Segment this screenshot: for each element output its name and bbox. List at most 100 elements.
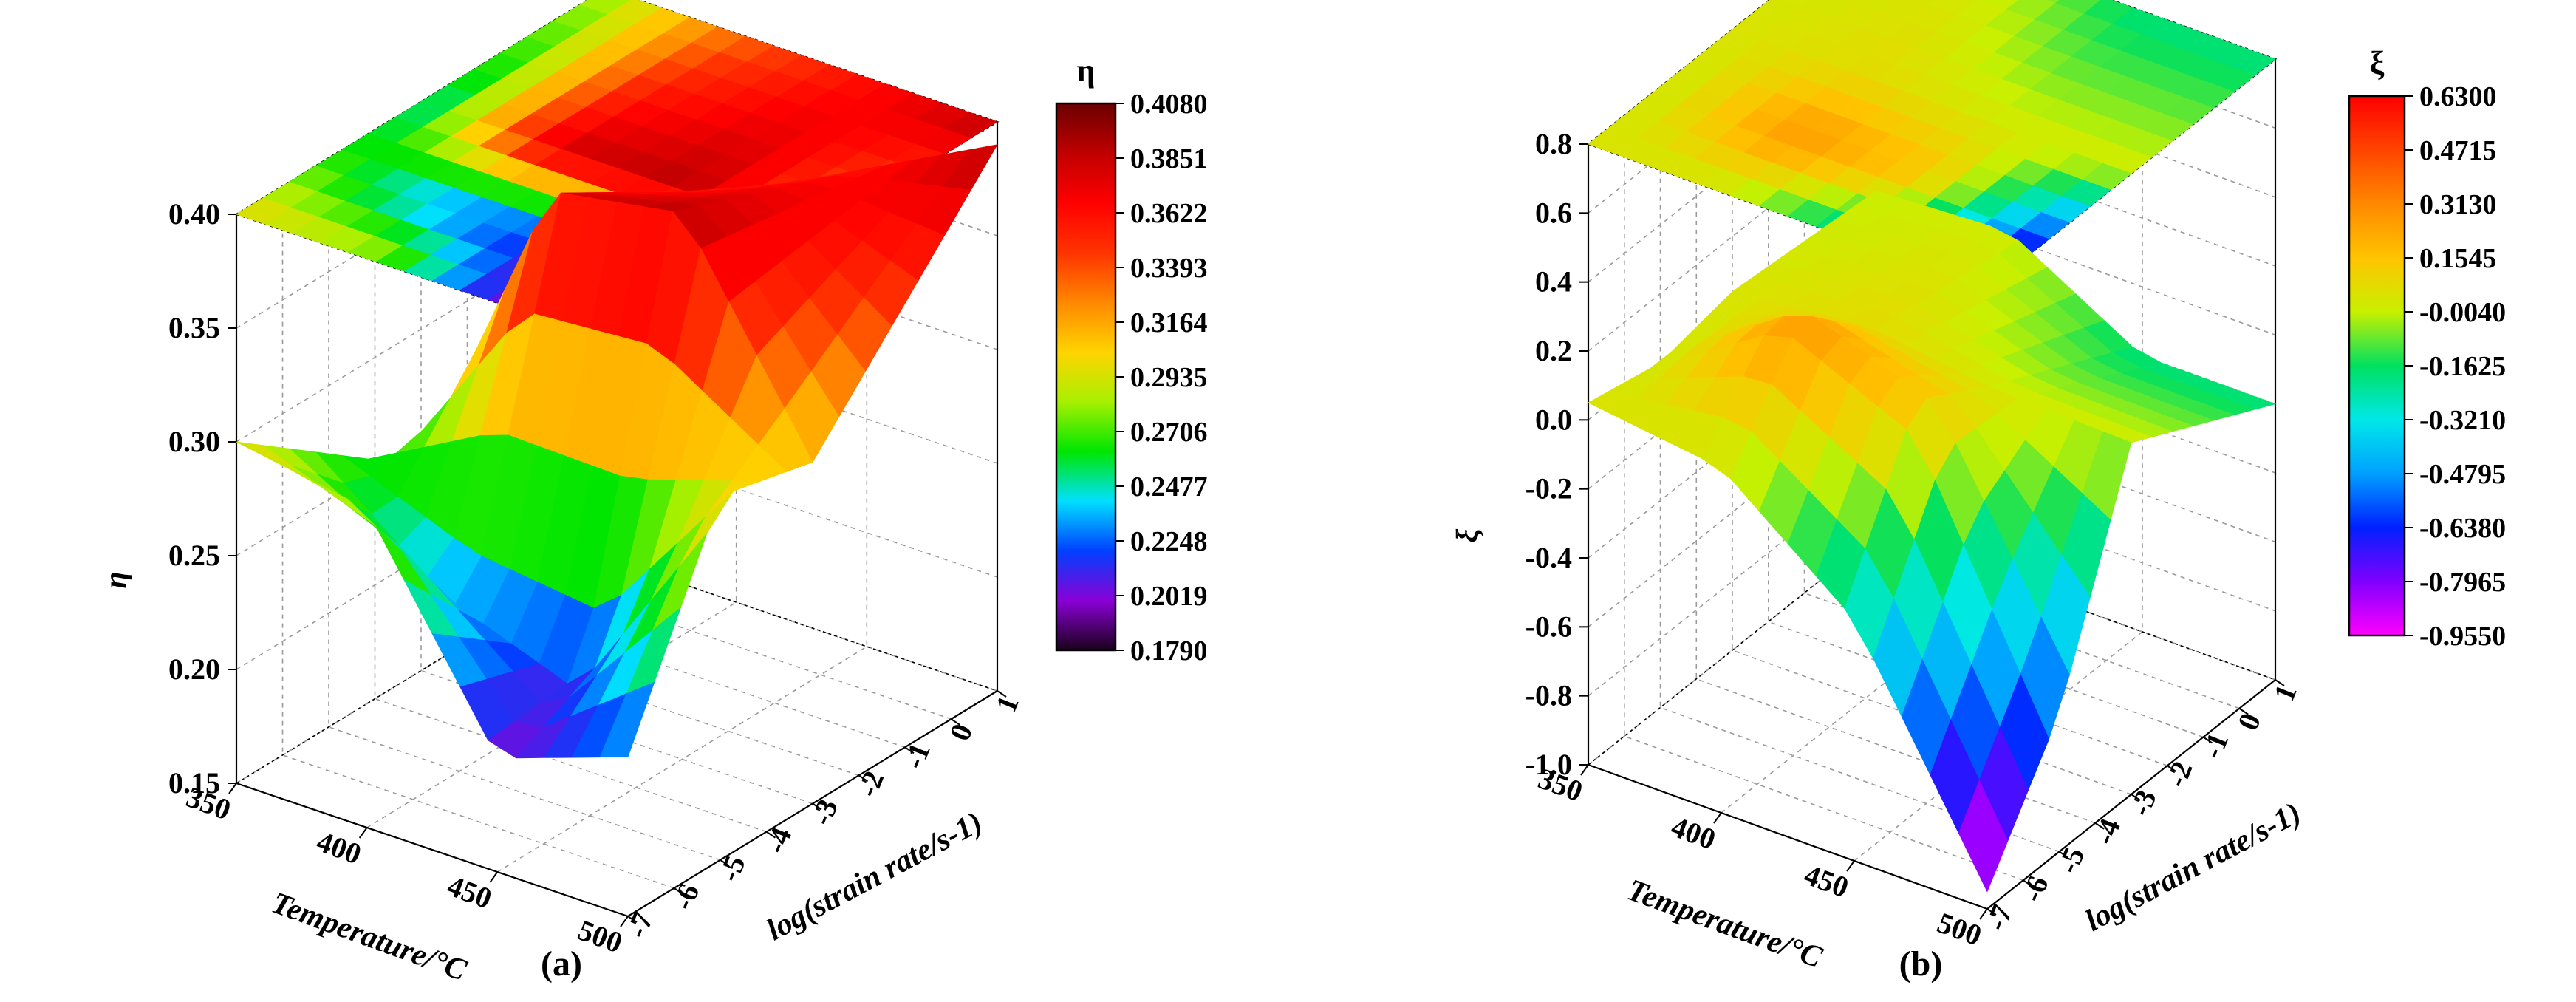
z-axis-label: η	[99, 571, 133, 588]
z-tick-label: -1.0	[1526, 748, 1572, 781]
colorbar-tick-label: -0.0040	[2419, 297, 2506, 328]
colorbar-title: ξ	[2370, 45, 2385, 81]
y-tick-label: 1	[2267, 680, 2303, 706]
x-axis-line	[1588, 763, 1988, 910]
surface-cell	[1958, 780, 2009, 893]
z-tick-label: -0.2	[1526, 472, 1572, 505]
grid-y	[281, 185, 674, 889]
x-tick	[1979, 908, 1988, 920]
colorbar-tick-label: 0.3622	[1130, 198, 1208, 229]
panel-b-label: (b)	[1899, 944, 1943, 984]
grid-z	[236, 216, 998, 443]
y-tick-label: -1	[2195, 728, 2235, 763]
z-tick-label: 0.4	[1535, 265, 1572, 299]
colorbar-tick-label: 0.1790	[1130, 635, 1208, 667]
z-tick-label: 0.2	[1535, 334, 1572, 367]
y-tick	[950, 718, 961, 726]
colorbar-tick-label: 0.6300	[2419, 81, 2497, 112]
panel-a-label: (a)	[541, 944, 582, 984]
x-tick	[1580, 764, 1589, 776]
y-tick-label: -3	[2123, 785, 2163, 821]
z-tick-labels: 0.15 0.20 0.25 0.30 0.35 0.40	[168, 197, 236, 800]
y-tick	[720, 859, 730, 867]
colorbar-tick-label: 0.4715	[2419, 135, 2497, 166]
colorbar-tick-label: -0.7965	[2419, 567, 2506, 598]
top-projection	[1588, 0, 2276, 289]
x-tick	[228, 783, 237, 794]
colorbar-scale	[2348, 95, 2406, 637]
z-tick-label: 0.15	[168, 766, 220, 800]
y-tick	[2167, 765, 2177, 773]
colorbar: η 0.4080 0.3851 0.3622 0.3393 0.3164 0.2935 0.2…	[1055, 52, 1208, 667]
y-tick-label: 1	[989, 691, 1025, 717]
z-tick-label: 0.35	[168, 311, 220, 344]
y-tick-label: -2	[850, 766, 890, 802]
y-tick	[2275, 679, 2285, 686]
y-tick-label: -4	[2087, 814, 2127, 849]
x-tick	[358, 827, 368, 839]
colorbar-tick-label: -0.1625	[2419, 351, 2506, 382]
y-tick-label: -6	[2015, 871, 2054, 907]
y-tick	[858, 774, 869, 783]
colorbar-tick-label: 0.3164	[1130, 307, 1208, 338]
y-tick	[2202, 736, 2213, 744]
colorbar-tick-label: 0.1545	[2419, 243, 2497, 274]
y-tick	[2094, 822, 2105, 830]
y-tick	[2131, 794, 2141, 801]
z-tick-label: -0.6	[1526, 610, 1572, 643]
y-tick	[904, 746, 915, 754]
colorbar-tick-label: 0.2019	[1130, 581, 1208, 612]
y-tick	[627, 916, 638, 923]
y-tick-label: 0	[2231, 709, 2267, 735]
colorbar-tick-label: 0.2477	[1130, 471, 1208, 502]
colorbar: ξ 0.6300 0.4715 0.3130 0.1545 -0.0040 -0.1625 -…	[2348, 45, 2506, 652]
x-axis-line	[236, 782, 629, 918]
x-axis-label: Temperature/°C	[1623, 873, 1828, 975]
y-tick-label: -7	[620, 907, 660, 943]
y-tick	[997, 690, 1007, 698]
y-axis-label: log(strain rate/s-1)	[2080, 796, 2306, 938]
x-tick	[1846, 860, 1855, 872]
z-tick-label: 0.20	[168, 652, 220, 686]
y-tick	[2058, 851, 2069, 859]
x-tick-label: 450	[1800, 858, 1854, 904]
colorbar-tick-label: 0.2935	[1130, 362, 1208, 393]
grid-z	[236, 443, 998, 670]
y-tick	[2023, 879, 2033, 887]
z-tick-label: 0.0	[1535, 403, 1572, 436]
y-tick-label: -6	[666, 879, 706, 914]
grid-x	[1854, 11, 2143, 862]
y-tick-label: -7	[1979, 900, 2019, 935]
z-tick-label: 0.30	[168, 425, 220, 458]
colorbar-tick-label: 0.2706	[1130, 417, 1208, 448]
x-tick-label: 450	[443, 869, 496, 916]
z-tick-label: 0.25	[168, 539, 220, 572]
panel-a-chart: 0.150.200.250.300.350.40η350400450500Tem…	[99, 0, 1208, 988]
grid-y	[374, 129, 767, 833]
y-tick-label: 0	[943, 719, 979, 745]
x-axis-label: Temperature/°C	[267, 886, 472, 988]
surface-cell	[599, 681, 655, 758]
colorbar-tick-label: -0.4795	[2419, 459, 2506, 490]
x-tick	[489, 871, 499, 883]
colorbar-tick-label: 0.3393	[1130, 253, 1208, 284]
colorbar-tick-label: 0.3130	[2419, 189, 2497, 220]
y-tick	[765, 831, 776, 839]
grid-y	[420, 101, 813, 805]
x-tick-label: 400	[1667, 810, 1721, 856]
y-tick-label: -5	[2051, 842, 2091, 878]
z-axis-label: ξ	[1451, 528, 1485, 542]
grid-x	[366, 33, 737, 828]
y-tick-label: -3	[804, 794, 844, 830]
y-tick-label: -4	[758, 822, 798, 858]
colorbar-scale	[1055, 102, 1117, 652]
colorbar-tick-label: -0.3210	[2419, 405, 2506, 436]
x-tick	[620, 916, 629, 927]
colorbar-tick-label: -0.9550	[2419, 621, 2506, 652]
x-tick-label: 400	[312, 825, 366, 871]
y-tick	[812, 802, 822, 811]
z-tick-label: -0.8	[1526, 679, 1572, 712]
y-tick	[673, 887, 684, 895]
y-axis-label: log(strain rate/s-1)	[761, 805, 988, 947]
